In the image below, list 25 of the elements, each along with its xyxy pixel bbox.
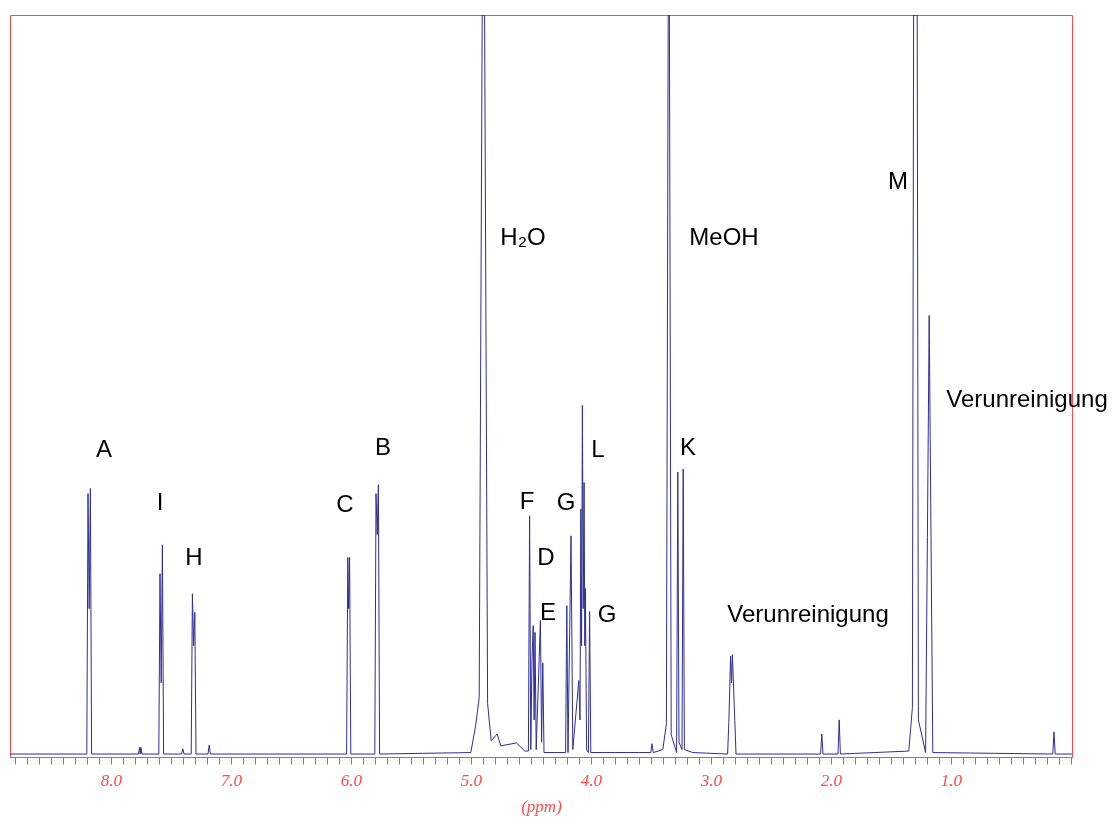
annotation: A — [95, 435, 113, 462]
annotation: G — [556, 488, 576, 515]
annotation: H₂O — [500, 223, 546, 250]
x-tick-label: 3.0 — [699, 770, 723, 790]
x-tick-label: 1.0 — [940, 770, 963, 790]
annotation: K — [679, 433, 697, 460]
x-tick-label: 6.0 — [340, 770, 363, 790]
annotation: Verunreinigung — [727, 600, 889, 627]
annotation: I — [156, 488, 164, 515]
annotation: H — [185, 543, 203, 570]
x-tick-label: 5.0 — [460, 770, 483, 790]
annotation: C — [336, 490, 354, 517]
annotation: G — [597, 600, 617, 627]
annotation: F — [519, 487, 535, 514]
x-tick-label: 4.0 — [580, 770, 603, 790]
annotation: E — [539, 598, 557, 625]
annotation: L — [591, 435, 605, 462]
annotation: MeOH — [689, 223, 759, 250]
annotation: M — [888, 167, 908, 194]
x-tick-label: 8.0 — [100, 770, 123, 790]
annotation: D — [537, 543, 555, 570]
x-axis-title: (ppm) — [521, 796, 563, 816]
annotation: B — [374, 433, 392, 460]
x-tick-label: 2.0 — [820, 770, 843, 790]
x-tick-label: 7.0 — [220, 770, 243, 790]
